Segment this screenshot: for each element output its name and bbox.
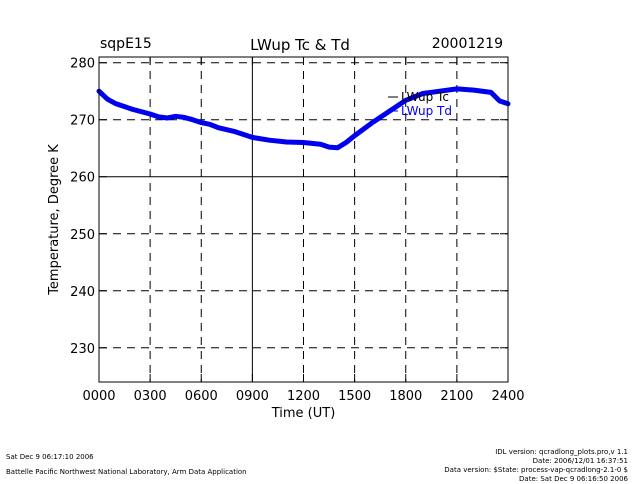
ticks [98, 57, 509, 382]
y-tick-label: 250 [70, 228, 95, 243]
y-tick-label: 260 [70, 171, 95, 186]
series-lines [96, 86, 511, 151]
footer-lab: Battelle Pacific Northwest National Labo… [6, 468, 247, 476]
series-line-lwup-td [96, 86, 511, 151]
footer-timestamp: Sat Dec 9 06:17:10 2006 [6, 453, 94, 461]
y-tick-label: 230 [70, 342, 95, 357]
y-tick-label: 240 [70, 285, 95, 300]
x-tick-label: 0000 [82, 389, 115, 404]
footer-data-date: Date: Sat Dec 9 06:16:50 2006 [519, 475, 628, 483]
date-label: 20001219 [431, 36, 503, 52]
footer-data-version: Data version: $State: process-vap-qcradl… [444, 466, 628, 474]
legend-label: LWup Td [401, 104, 452, 118]
y-tick-label: 270 [70, 114, 95, 129]
legend-label: LWup Tc [401, 90, 449, 104]
footer-right: IDL version: qcradlong_plots.pro,v 1.1 D… [444, 448, 628, 484]
x-tick-label: 2400 [491, 389, 524, 404]
footer-idl-date: Date: 2006/12/01 16:37:51 [532, 457, 628, 465]
x-tick-label: 0300 [134, 389, 167, 404]
site-label: sqpE15 [100, 36, 152, 52]
x-tick-label: 1200 [287, 389, 320, 404]
footer-left: Sat Dec 9 06:17:10 2006 Battelle Pacific… [6, 453, 247, 477]
x-axis-label: Time (UT) [271, 406, 336, 421]
x-tick-label: 0900 [236, 389, 269, 404]
y-tick-label: 280 [70, 57, 95, 72]
plot-title: LWup Tc & Td [250, 36, 350, 54]
footer-idl-version: IDL version: qcradlong_plots.pro,v 1.1 [495, 448, 628, 456]
tick-labels: 0000 0300 0600 0900 1200 1500 1800 2100 2400 230 2… [70, 57, 524, 404]
y-axis-label: Temperature, Degree K [47, 144, 62, 296]
grid [99, 57, 508, 382]
x-tick-label: 0600 [185, 389, 218, 404]
x-tick-label: 2100 [440, 389, 473, 404]
x-tick-label: 1500 [338, 389, 371, 404]
x-tick-label: 1800 [389, 389, 422, 404]
